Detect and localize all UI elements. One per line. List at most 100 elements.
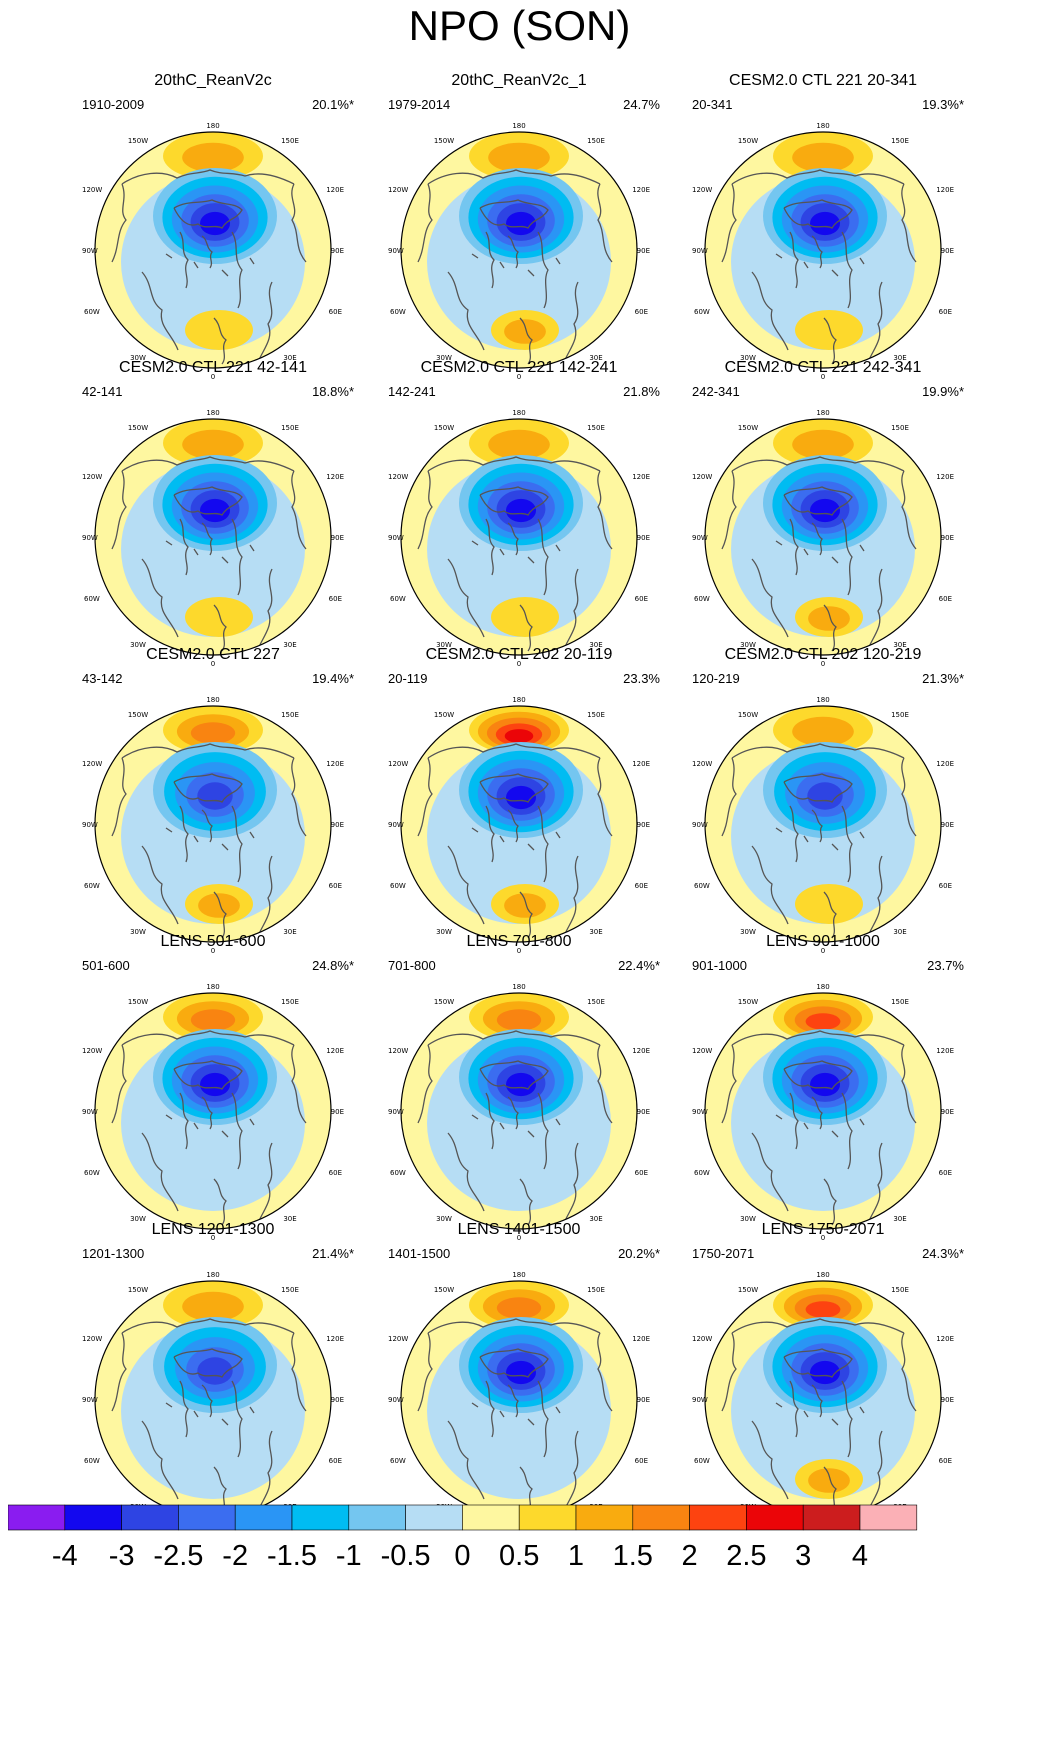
map-panel: 20thC_ReanV2c_1 1979-2014 24.7%: [354, 72, 684, 390]
colorbar-box: [462, 1504, 520, 1531]
contour-fields: [731, 419, 915, 637]
lon-label-90w: 90W: [692, 821, 708, 829]
arctic-negative-level: [810, 498, 840, 523]
colorbar-box: [405, 1504, 463, 1531]
lon-label-90w: 90W: [692, 247, 708, 255]
pacific-positive-level: [190, 1009, 236, 1031]
lon-label-0: 0: [517, 947, 521, 955]
colorbar-tick-label: 4: [852, 1540, 868, 1572]
lon-label-150w: 150W: [434, 998, 454, 1006]
panel-title: LENS 1401-1500: [457, 1221, 581, 1238]
panel-title: CESM2.0 CTL 221 42-141: [119, 359, 307, 376]
lon-label-30w: 30W: [130, 1215, 146, 1223]
lon-label-90e: 90E: [637, 821, 650, 829]
contour-fields: [427, 1281, 611, 1499]
atlantic-positive-level: [808, 606, 850, 631]
pacific-positive-level: [488, 142, 550, 173]
lon-label-150e: 150E: [891, 711, 909, 719]
lon-label-150w: 150W: [128, 998, 148, 1006]
longitude-labels: 180 150W 150E 120W 120E 90W 90E 60W 60E …: [388, 983, 650, 1242]
map-panel: CESM2.0 CTL 227 43-142 19.4%* 18: [48, 646, 378, 964]
lon-label-60e: 60E: [329, 595, 342, 603]
period-label: 120-219: [692, 671, 740, 686]
map-panel: CESM2.0 CTL 221 142-241 142-241 21.8%: [354, 359, 684, 677]
lon-label-0: 0: [211, 1234, 215, 1242]
panel-title: LENS 1201-1300: [151, 1221, 275, 1238]
colorbar-tick-label: 1.5: [613, 1540, 653, 1572]
polar-map: 180 150W 150E 120W 120E 90W 90E 60W 60E …: [388, 696, 650, 955]
arctic-negative-level: [810, 211, 840, 236]
lon-label-90w: 90W: [82, 1108, 98, 1116]
explained-variance-label: 24.3%*: [922, 1246, 964, 1261]
explained-variance-label: 19.3%*: [922, 97, 964, 112]
arctic-negative-level: [506, 211, 536, 236]
colorbar-tick-label: -3: [109, 1540, 135, 1572]
explained-variance-label: 24.7%: [623, 97, 660, 112]
colorbar: -4 -3 -2.5 -2 -1.5 -1 -0.5 0 0.5 1 1.5 2 2.5 3 4: [8, 1504, 918, 1572]
period-label: 20-119: [388, 671, 428, 686]
period-label: 701-800: [388, 958, 436, 973]
polar-map: 180 150W 150E 120W 120E 90W 90E 60W 60E …: [692, 122, 954, 381]
contour-fields: [121, 1281, 305, 1499]
lon-label-150e: 150E: [587, 424, 605, 432]
lon-label-60e: 60E: [939, 882, 952, 890]
lon-label-30w: 30W: [740, 1215, 756, 1223]
atlantic-positive-level: [491, 597, 559, 637]
lon-label-180: 180: [816, 696, 829, 704]
atlantic-positive-level: [808, 1468, 850, 1493]
pacific-positive-level: [182, 142, 244, 173]
longitude-labels: 180 150W 150E 120W 120E 90W 90E 60W 60E …: [692, 122, 954, 381]
lon-label-120e: 120E: [326, 1335, 344, 1343]
contour-fields: [121, 706, 305, 924]
contour-fields: [731, 1281, 915, 1499]
arctic-negative-level: [506, 498, 536, 523]
map-panel: LENS 1401-1500 1401-1500 20.2%*: [354, 1221, 684, 1539]
lon-label-150w: 150W: [738, 424, 758, 432]
polar-map: 180 150W 150E 120W 120E 90W 90E 60W 60E …: [82, 983, 344, 1242]
lon-label-60e: 60E: [635, 1169, 648, 1177]
colorbar-box: [291, 1504, 350, 1531]
period-label: 142-241: [388, 384, 436, 399]
explained-variance-label: 21.3%*: [922, 671, 964, 686]
polar-map: 180 150W 150E 120W 120E 90W 90E 60W 60E …: [388, 1271, 650, 1530]
lon-label-180: 180: [206, 122, 219, 130]
colorbar-box: [746, 1504, 804, 1531]
lon-label-150e: 150E: [891, 137, 909, 145]
lon-label-90w: 90W: [388, 534, 404, 542]
lon-label-30w: 30W: [436, 354, 452, 362]
figure-title: NPO (SON): [408, 2, 631, 49]
arctic-negative-level: [810, 1360, 840, 1385]
contour-fields: [121, 419, 305, 637]
lon-label-60e: 60E: [939, 595, 952, 603]
lon-label-150e: 150E: [891, 1286, 909, 1294]
lon-label-90w: 90W: [388, 247, 404, 255]
lon-label-180: 180: [206, 983, 219, 991]
lon-label-60e: 60E: [329, 1457, 342, 1465]
period-label: 242-341: [692, 384, 740, 399]
lon-label-30w: 30W: [436, 928, 452, 936]
lon-label-0: 0: [517, 1234, 521, 1242]
pacific-positive-level: [792, 429, 854, 460]
arctic-negative-level: [200, 1072, 230, 1097]
lon-label-120w: 120W: [388, 1335, 408, 1343]
map-frame: [704, 131, 942, 369]
longitude-labels: 180 150W 150E 120W 120E 90W 90E 60W 60E …: [388, 122, 650, 381]
colorbar-box: [632, 1504, 690, 1531]
explained-variance-label: 23.7%: [927, 958, 964, 973]
lon-label-150e: 150E: [587, 711, 605, 719]
lon-label-150e: 150E: [587, 1286, 605, 1294]
coastlines: [721, 1318, 917, 1514]
arctic-negative-level: [200, 211, 230, 236]
lon-label-60w: 60W: [84, 1169, 100, 1177]
lon-label-120e: 120E: [936, 760, 954, 768]
lon-label-60e: 60E: [939, 1169, 952, 1177]
lon-label-120e: 120E: [632, 1047, 650, 1055]
lon-label-30e: 30E: [283, 928, 296, 936]
pacific-positive-level: [792, 142, 854, 173]
map-frame: [704, 992, 942, 1230]
map-panel: LENS 901-1000 901-1000 23.7% 180: [658, 933, 988, 1251]
lon-label-120e: 120E: [936, 1047, 954, 1055]
lon-label-90e: 90E: [331, 247, 344, 255]
lon-label-180: 180: [816, 1271, 829, 1279]
colorbar-box: [64, 1504, 122, 1531]
